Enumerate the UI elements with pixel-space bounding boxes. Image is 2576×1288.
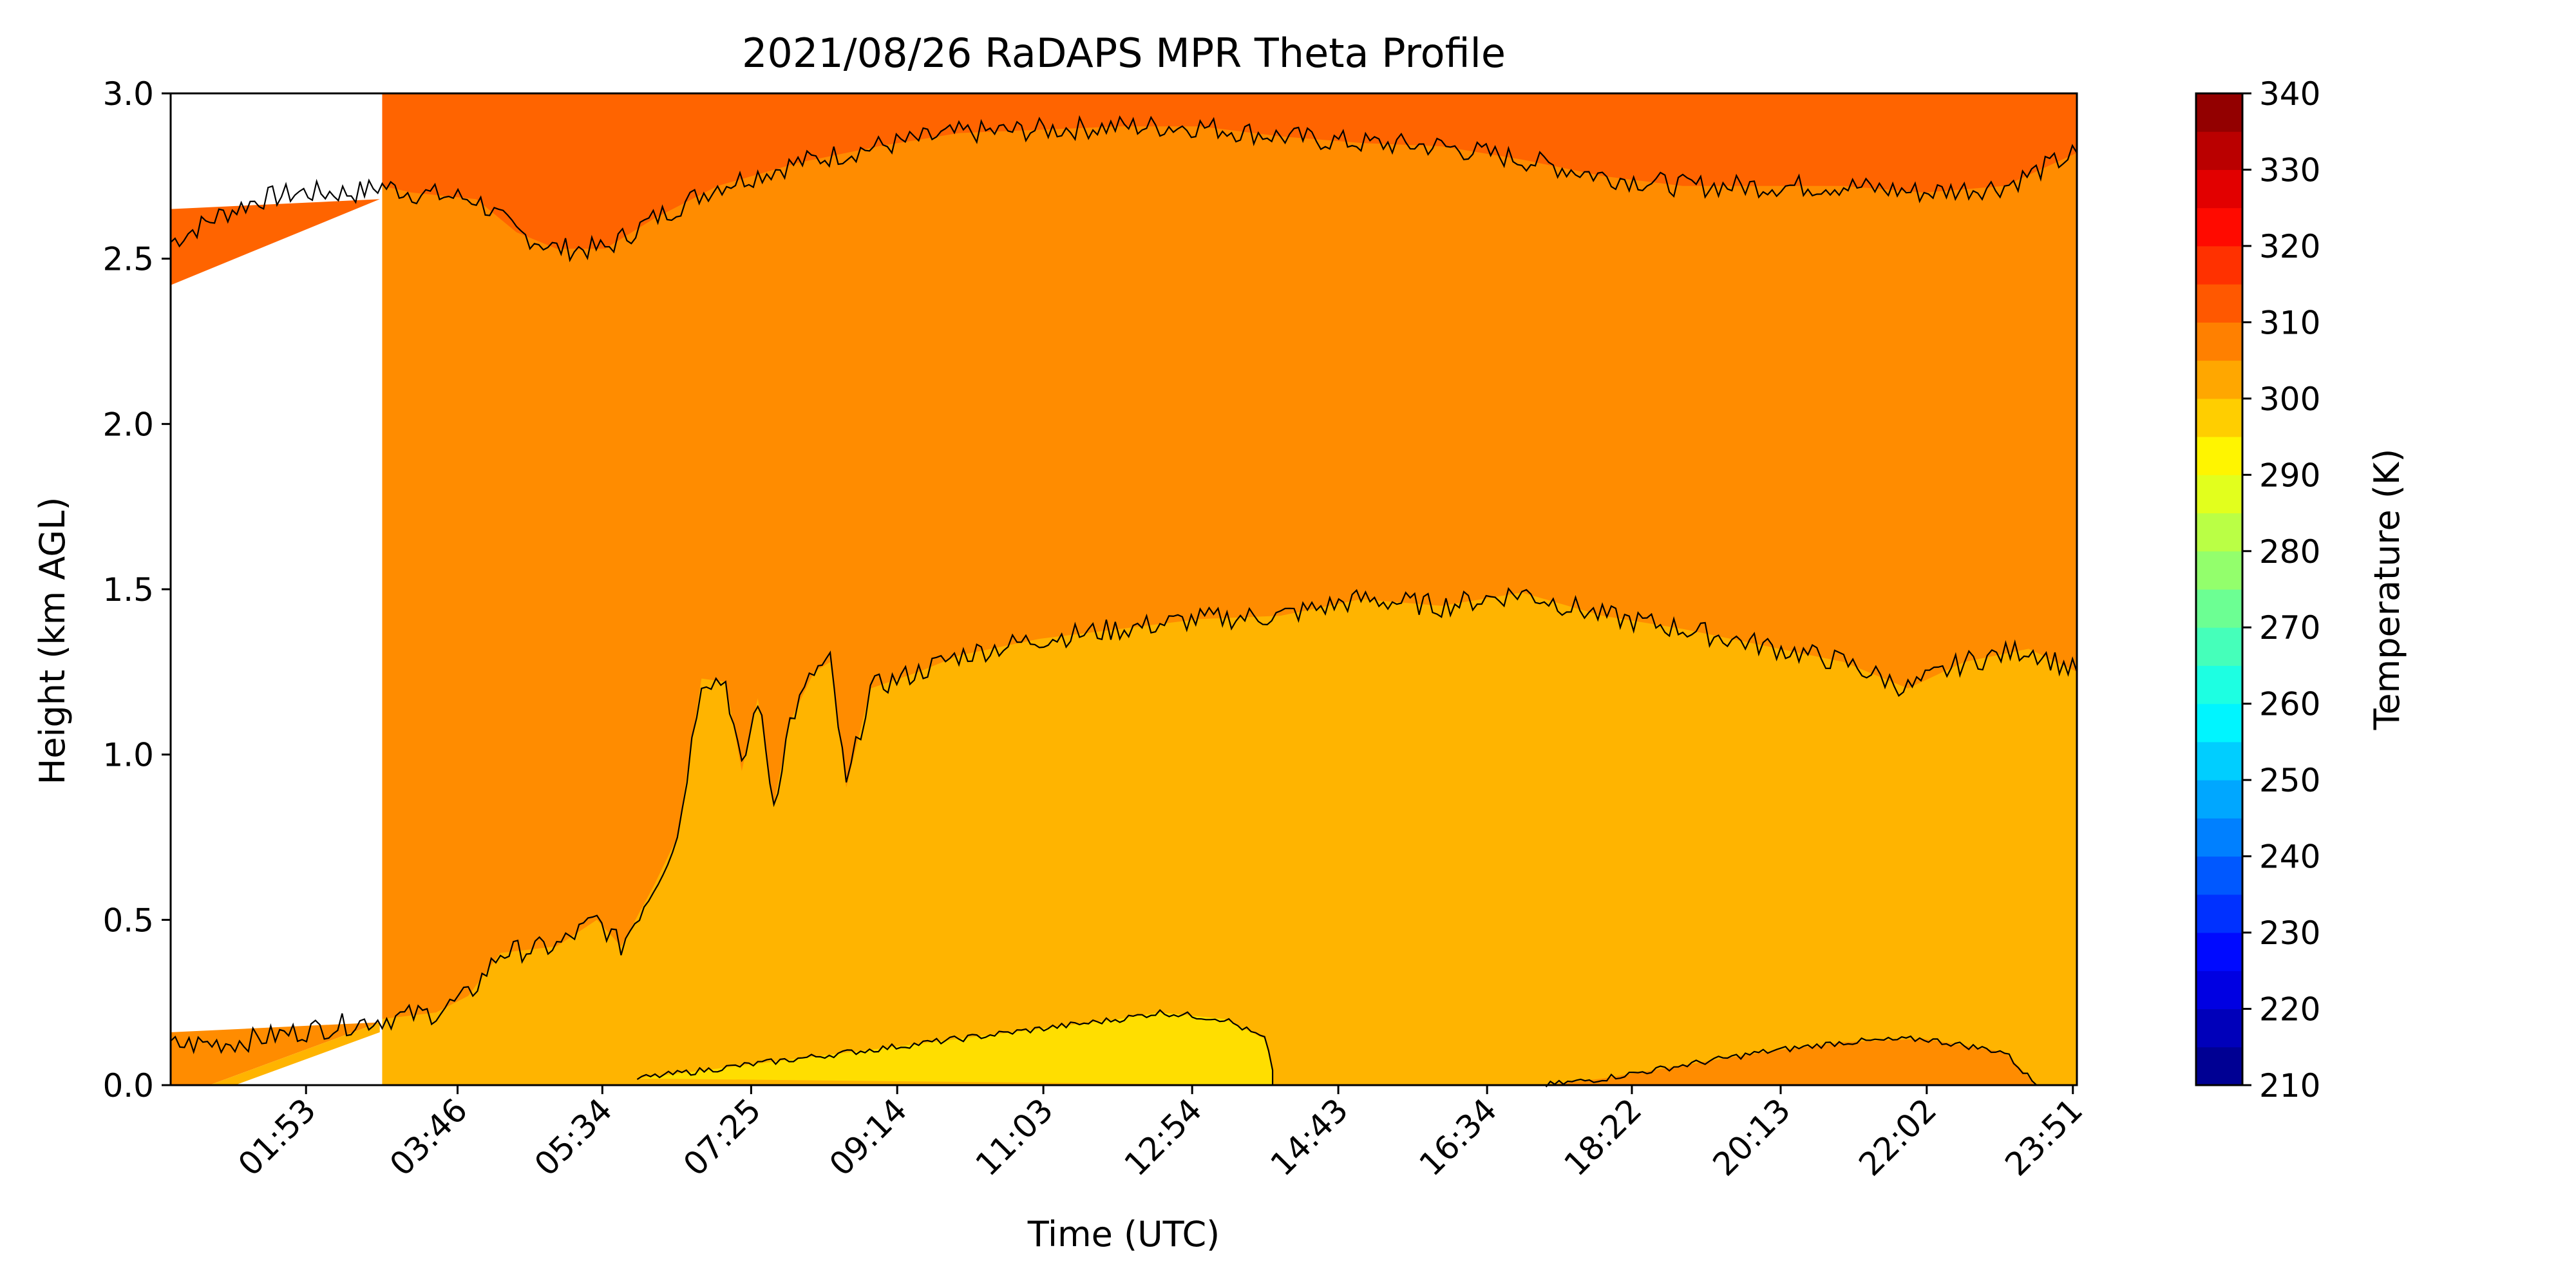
colorbar-segment (2196, 131, 2242, 170)
colorbar-segment (2196, 703, 2242, 743)
colorbar-segment (2196, 551, 2242, 590)
contour-line-305K-1 (170, 587, 2078, 1055)
colorbar-tick-label: 300 (2259, 381, 2320, 418)
gap-sliver-lower-inner (209, 1022, 380, 1085)
colorbar-segment (2196, 284, 2242, 323)
colorbar-segment (2196, 360, 2242, 399)
colorbar-segment (2196, 856, 2242, 895)
colorbar-tick-label: 230 (2259, 914, 2320, 952)
colorbar: 210 220 230 240 250 260 270 280 290 300 310 320 330 3… (2195, 75, 2320, 1104)
colorbar-segment (2196, 398, 2242, 437)
x-tick-label: 01:53 (231, 1091, 323, 1183)
x-tick-label: 18:22 (1557, 1091, 1649, 1183)
x-tick-label: 09:14 (822, 1091, 914, 1183)
colorbar-segment (2196, 245, 2242, 285)
colorbar-tick-label: 340 (2259, 75, 2320, 113)
colorbar-tick-label: 280 (2259, 533, 2320, 571)
colorbar-tick-label: 310 (2259, 304, 2320, 341)
colorbar-tick-label: 240 (2259, 838, 2320, 876)
y-tick-label: 0.5 (102, 902, 154, 939)
colorbar-frame (2195, 92, 2244, 1086)
colorbar-tick-label: 250 (2259, 762, 2320, 799)
colorbar-tick-label: 220 (2259, 991, 2320, 1028)
y-tick-label: 2.5 (102, 241, 154, 278)
band-295-300 (637, 1012, 1273, 1085)
x-axis: 01:53 03:46 05:34 07:25 09:14 11:03 12:54 14:43… (231, 1085, 2090, 1183)
colorbar-segment (2196, 627, 2242, 666)
colorbar-segment (2196, 207, 2242, 247)
colorbar-segment (2196, 894, 2242, 933)
x-tick-label: 23:51 (1998, 1091, 2090, 1183)
colorbar-tick-label: 320 (2259, 228, 2320, 265)
y-tick-label: 1.0 (102, 737, 154, 774)
colorbar-segment (2196, 589, 2242, 628)
y-tick-label: 2.0 (102, 406, 154, 443)
colorbar-segment (2196, 437, 2242, 475)
colorbar-tick-label: 290 (2259, 457, 2320, 494)
y-axis: 0.0 0.5 1.0 1.5 2.0 2.5 3.0 (102, 75, 171, 1104)
colorbar-segment (2196, 818, 2242, 857)
y-axis-label: Height (km AGL) (32, 497, 73, 785)
colorbar-segment (2196, 169, 2242, 209)
colorbar-segment (2196, 933, 2242, 971)
colorbar-segment (2196, 971, 2242, 1010)
x-axis-label: Time (UTC) (1027, 1214, 1220, 1255)
band-300-305 (382, 592, 2077, 1085)
colorbar-label: Temperature (K) (2367, 449, 2407, 731)
x-tick-label: 14:43 (1264, 1091, 1356, 1183)
y-tick-label: 3.0 (102, 75, 154, 113)
plot-area (169, 92, 2078, 1088)
x-tick-label: 12:54 (1117, 1091, 1209, 1183)
x-tick-label: 03:46 (383, 1091, 475, 1183)
x-tick-label: 20:13 (1706, 1091, 1798, 1183)
colorbar-segment (2196, 322, 2242, 361)
colorbar-segment (2196, 1009, 2242, 1048)
colorbar-segment (2196, 475, 2242, 514)
colorbar-segment (2196, 93, 2242, 132)
x-tick-label: 11:03 (969, 1091, 1061, 1183)
gap-sliver-lower (171, 1022, 380, 1085)
x-tick-label: 16:34 (1412, 1091, 1504, 1183)
colorbar-tick-label: 210 (2259, 1067, 2320, 1104)
colorbar-segment (2196, 741, 2242, 781)
colorbar-tick-label: 330 (2259, 151, 2320, 189)
colorbar-tick-label: 270 (2259, 609, 2320, 647)
band-305-310-evening (1546, 1039, 2037, 1085)
contour-line-305K-3 (1545, 1035, 2038, 1088)
x-tick-label: 05:34 (527, 1091, 620, 1183)
chart-title: 2021/08/26 RaDAPS MPR Theta Profile (742, 30, 1506, 77)
colorbar-segment (2196, 780, 2242, 819)
colorbar-segment (2196, 513, 2242, 552)
y-tick-label: 1.5 (102, 571, 154, 609)
x-tick-label: 22:02 (1852, 1091, 1944, 1183)
band-310-315 (382, 93, 2077, 249)
y-tick-label: 0.0 (102, 1067, 154, 1104)
colorbar-tick-label: 260 (2259, 686, 2320, 723)
x-tick-label: 07:25 (676, 1091, 768, 1183)
contour-line-310K-0 (170, 115, 2078, 263)
gap-sliver-upper (171, 199, 380, 285)
contour-line-300K-2 (636, 1009, 1274, 1085)
colorbar-segment (2196, 665, 2242, 705)
colorbar-segment (2196, 1046, 2242, 1086)
